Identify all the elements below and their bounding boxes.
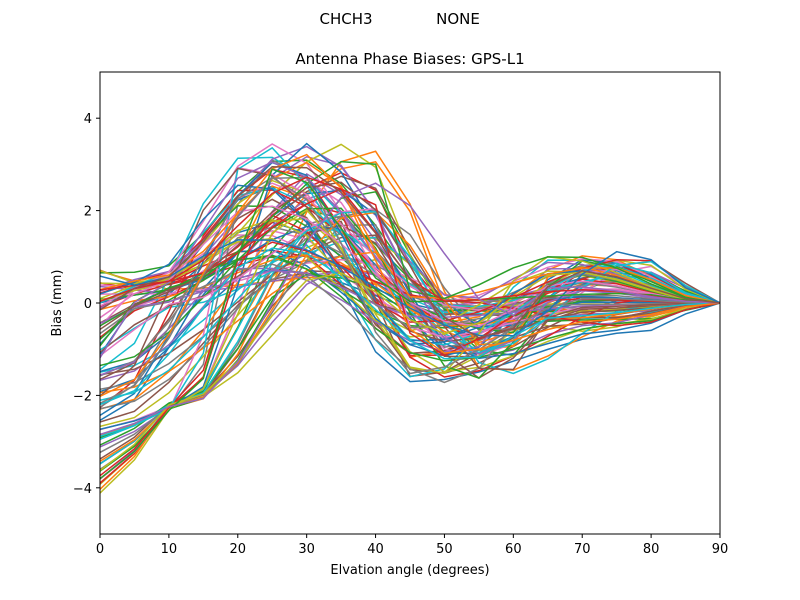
series-line: [100, 271, 720, 472]
series-line: [100, 166, 720, 480]
y-axis: −4 −2 0 2 4: [73, 112, 100, 497]
series-line: [100, 225, 720, 355]
x-tick-label: 90: [712, 542, 729, 557]
y-tick-label: −4: [73, 482, 92, 497]
series-line: [100, 209, 720, 494]
x-tick-label: 60: [505, 542, 522, 557]
x-tick-label: 10: [161, 542, 178, 557]
series-line: [100, 168, 720, 480]
x-axis-label: Elvation angle (degrees): [330, 563, 489, 578]
series-line: [100, 166, 720, 339]
series-line: [100, 153, 720, 397]
series-line: [100, 239, 720, 337]
x-tick-label: 0: [96, 542, 104, 557]
y-tick-label: 4: [84, 112, 92, 127]
series-line: [100, 241, 720, 484]
series-line: [100, 182, 720, 436]
series-line: [100, 254, 720, 362]
y-tick-label: 2: [84, 205, 92, 220]
y-tick-label: −2: [73, 389, 92, 404]
series-line: [100, 168, 720, 378]
series-line: [100, 236, 720, 375]
suptitle-station: CHCH3: [319, 10, 372, 28]
x-tick-label: 40: [367, 542, 384, 557]
series-line: [100, 176, 720, 405]
series-line: [100, 146, 720, 438]
series-line: [100, 211, 720, 462]
chart-title: Antenna Phase Biases: GPS-L1: [295, 50, 524, 68]
x-tick-label: 30: [298, 542, 315, 557]
x-tick-label: 20: [230, 542, 247, 557]
series-line: [100, 251, 720, 394]
x-tick-label: 70: [574, 542, 591, 557]
y-tick-label: 0: [84, 297, 92, 312]
x-tick-label: 80: [643, 542, 660, 557]
series-line: [100, 160, 720, 327]
suptitle-antenna: NONE: [436, 10, 480, 28]
series-line: [100, 208, 720, 410]
series-line: [100, 210, 720, 402]
series-layer: [100, 142, 720, 494]
y-axis-label: Bias (mm): [50, 270, 65, 337]
series-line: [100, 185, 720, 484]
x-axis: 0 10 20 30 40 50 60 70 80 90: [96, 534, 728, 557]
x-tick-label: 50: [436, 542, 453, 557]
series-line: [100, 247, 720, 406]
